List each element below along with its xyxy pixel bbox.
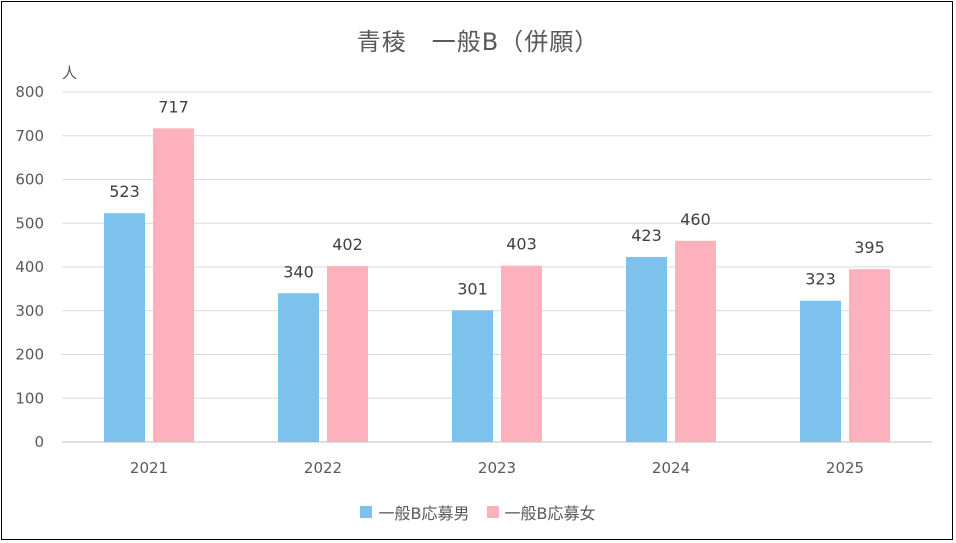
x-tick-label: 2025 [826,459,864,477]
y-tick-label: 800 [15,83,44,101]
legend-item-female: 一般B応募女 [486,500,596,524]
legend-swatch-female [486,506,499,518]
data-label: 423 [631,226,662,245]
data-label: 402 [332,235,363,254]
y-tick-label: 100 [15,389,44,407]
bar-female [849,269,890,442]
legend-swatch-male [360,506,373,518]
y-tick-label: 700 [15,127,44,145]
y-tick-label: 400 [15,258,44,276]
x-tick-label: 2023 [478,459,516,477]
y-tick-label: 600 [15,171,44,189]
bar-female [501,265,542,442]
bar-male [104,213,145,442]
bar-female [327,266,368,442]
legend-label-male: 一般B応募男 [378,504,470,523]
bar-male [626,256,667,442]
x-tick-label: 2021 [130,459,168,477]
legend: 一般B応募男 一般B応募女 [0,500,956,524]
x-tick-label: 2022 [304,459,342,477]
bar-male [278,293,319,442]
data-label: 395 [854,238,885,257]
data-label: 323 [805,270,836,289]
y-axis-unit-label: 人 [62,64,78,82]
legend-label-female: 一般B応募女 [504,504,596,523]
legend-item-male: 一般B応募男 [360,500,469,524]
y-tick-label: 300 [15,302,44,320]
data-label: 301 [457,279,488,298]
bar-male [800,300,841,442]
y-tick-label: 500 [15,214,44,232]
bar-female [675,240,716,442]
data-label: 340 [283,262,314,281]
bar-female [153,128,194,442]
data-label: 523 [109,182,140,201]
data-label: 403 [506,235,537,254]
y-tick-label: 200 [15,346,44,364]
x-tick-label: 2024 [652,459,690,477]
y-tick-label: 0 [34,433,44,451]
chart-title: 青稜 一般B（併願） [356,28,600,56]
data-label: 717 [158,97,189,116]
bar-male [452,310,493,442]
data-label: 460 [680,210,711,229]
